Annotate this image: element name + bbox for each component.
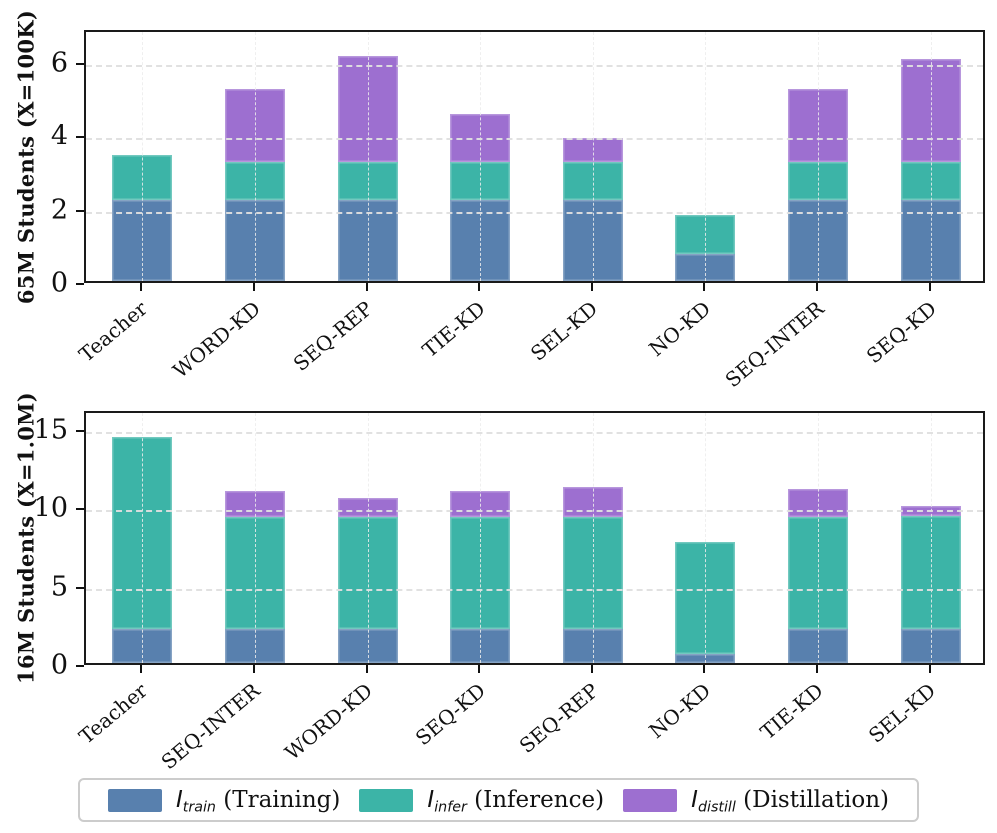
y-tick-label: 2 bbox=[50, 194, 68, 226]
x-tick-mark bbox=[703, 283, 706, 291]
vertical-gridline bbox=[818, 32, 820, 281]
x-tick-label: SEQ-REP bbox=[514, 678, 603, 758]
vertical-gridline bbox=[592, 413, 594, 663]
legend-item-infer: Iinfer (Inference) bbox=[359, 787, 605, 816]
x-tick-mark bbox=[478, 665, 481, 673]
vertical-gridline bbox=[142, 413, 144, 663]
vertical-gridline bbox=[254, 413, 256, 663]
x-tick-label: NO-KD bbox=[644, 678, 716, 744]
x-tick-label: TIE-KD bbox=[755, 678, 828, 745]
x-tick-mark bbox=[140, 665, 143, 673]
x-tick-label: SEQ-KD bbox=[861, 296, 941, 369]
y-tick-mark bbox=[76, 586, 84, 589]
legend: Itrain (Training) Iinfer (Inference) Idist… bbox=[78, 778, 919, 822]
x-tick-mark bbox=[252, 283, 255, 291]
y-tick-label: 15 bbox=[33, 414, 68, 446]
legend-swatch-train bbox=[108, 788, 162, 812]
vertical-gridline bbox=[254, 32, 256, 281]
x-tick-label: SEQ-INTER bbox=[720, 296, 828, 393]
vertical-gridline bbox=[480, 413, 482, 663]
x-tick-mark bbox=[928, 665, 931, 673]
x-tick-label: WORD-KD bbox=[280, 678, 378, 765]
x-tick-mark bbox=[928, 283, 931, 291]
legend-label-distill: Idistill (Distillation) bbox=[691, 787, 889, 816]
vertical-gridline bbox=[930, 413, 932, 663]
x-tick-mark bbox=[703, 665, 706, 673]
vertical-gridline bbox=[592, 32, 594, 281]
y-axis-label: 65M Students (X=100K) bbox=[13, 9, 39, 304]
x-tick-label: Teacher bbox=[74, 678, 153, 749]
horizontal-gridline bbox=[86, 65, 983, 67]
vertical-gridline bbox=[818, 413, 820, 663]
y-tick-mark bbox=[76, 665, 84, 667]
y-tick-label: 0 bbox=[50, 267, 68, 299]
vertical-gridline bbox=[480, 32, 482, 281]
legend-swatch-distill bbox=[623, 788, 678, 812]
y-tick-mark bbox=[76, 283, 84, 285]
horizontal-gridline bbox=[86, 588, 983, 591]
x-tick-mark bbox=[365, 283, 368, 291]
legend-label-infer: Iinfer (Inference) bbox=[427, 787, 605, 816]
horizontal-gridline bbox=[86, 138, 983, 141]
vertical-gridline bbox=[367, 32, 369, 281]
x-tick-label: Teacher bbox=[74, 296, 153, 367]
x-tick-mark bbox=[252, 665, 255, 673]
y-tick-mark bbox=[76, 136, 84, 139]
vertical-gridline bbox=[705, 413, 707, 663]
x-tick-label: TIE-KD bbox=[417, 296, 490, 363]
horizontal-gridline bbox=[86, 431, 983, 434]
x-tick-mark bbox=[816, 665, 819, 673]
x-tick-mark bbox=[140, 283, 143, 291]
x-tick-label: SEL-KD bbox=[526, 296, 603, 366]
y-tick-label: 5 bbox=[50, 571, 68, 603]
plot-area bbox=[84, 411, 985, 665]
vertical-gridline bbox=[367, 413, 369, 663]
x-tick-mark bbox=[590, 665, 593, 673]
x-tick-mark bbox=[478, 283, 481, 291]
vertical-gridline bbox=[705, 32, 707, 281]
horizontal-gridline bbox=[86, 510, 983, 513]
y-tick-label: 0 bbox=[50, 649, 68, 681]
x-tick-label: SEQ-REP bbox=[288, 296, 378, 376]
vertical-gridline bbox=[142, 32, 144, 281]
y-tick-mark bbox=[76, 63, 84, 65]
x-tick-mark bbox=[816, 283, 819, 291]
x-tick-label: SEQ-KD bbox=[410, 678, 490, 751]
legend-label-train: Itrain (Training) bbox=[176, 787, 341, 816]
plot-area bbox=[84, 30, 985, 283]
x-tick-label: NO-KD bbox=[644, 296, 716, 362]
y-axis-label: 16M Students (X=1.0M) bbox=[13, 392, 39, 684]
x-tick-mark bbox=[365, 665, 368, 673]
x-tick-label: WORD-KD bbox=[167, 296, 265, 383]
y-tick-mark bbox=[76, 429, 84, 432]
legend-swatch-infer bbox=[359, 788, 414, 812]
x-tick-label: SEQ-INTER bbox=[156, 678, 265, 775]
horizontal-gridline bbox=[86, 211, 983, 214]
y-tick-mark bbox=[76, 508, 84, 511]
x-tick-label: SEL-KD bbox=[864, 678, 941, 748]
legend-item-distill: Idistill (Distillation) bbox=[623, 787, 889, 816]
legend-item-train: Itrain (Training) bbox=[108, 787, 341, 816]
vertical-gridline bbox=[930, 32, 932, 281]
y-tick-label: 4 bbox=[50, 120, 68, 152]
y-tick-label: 10 bbox=[33, 492, 68, 524]
x-tick-mark bbox=[590, 283, 593, 291]
y-tick-label: 6 bbox=[50, 47, 68, 79]
y-tick-mark bbox=[76, 209, 84, 212]
